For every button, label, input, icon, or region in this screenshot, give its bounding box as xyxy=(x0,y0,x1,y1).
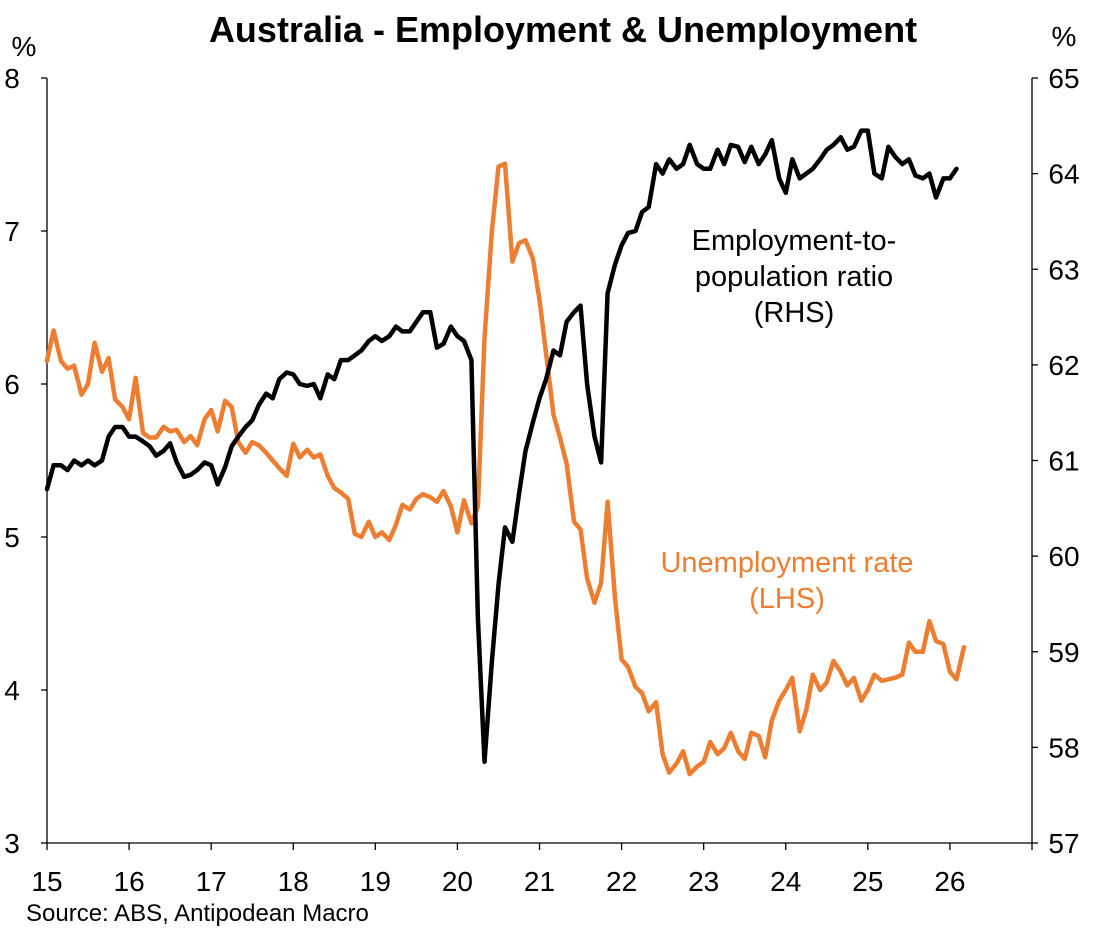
employment-line xyxy=(44,128,959,764)
x-tick-label: 16 xyxy=(114,866,145,897)
x-tick-label: 19 xyxy=(360,866,391,897)
x-tick-label: 23 xyxy=(688,866,719,897)
left-tick-label: 8 xyxy=(4,63,20,94)
right-tick-label: 57 xyxy=(1048,828,1079,859)
x-tick-label: 15 xyxy=(31,866,62,897)
x-tick-label: 26 xyxy=(934,866,965,897)
right-tick-label: 62 xyxy=(1048,350,1079,381)
x-tick-label: 18 xyxy=(278,866,309,897)
axes: 3 4 5 6 7 8 57 58 59 60 61 62 63 64 65 15 16 17 18 19 20 21 22… xyxy=(4,63,1079,897)
unemployment-line xyxy=(44,161,967,777)
x-tick-label: 25 xyxy=(852,866,883,897)
employment-annotation-line: (RHS) xyxy=(754,297,835,329)
right-tick-label: 65 xyxy=(1048,63,1079,94)
series-layer xyxy=(44,128,967,777)
unemployment-annotation-line: (LHS) xyxy=(749,583,825,615)
x-tick-label: 22 xyxy=(606,866,637,897)
right-axis-unit: % xyxy=(1052,21,1077,52)
x-tick-label: 17 xyxy=(196,866,227,897)
employment-annotation-line: Employment-to- xyxy=(692,225,897,257)
right-tick-label: 61 xyxy=(1048,446,1079,477)
x-tick-label: 20 xyxy=(442,866,473,897)
source-note: Source: ABS, Antipodean Macro xyxy=(26,900,369,927)
right-tick-label: 59 xyxy=(1048,637,1079,668)
right-tick-label: 63 xyxy=(1048,254,1079,285)
right-tick-label: 58 xyxy=(1048,732,1079,763)
chart-title: Australia - Employment & Unemployment xyxy=(209,9,917,50)
x-tick-label: 21 xyxy=(524,866,555,897)
left-tick-label: 4 xyxy=(4,675,20,706)
left-axis-unit: % xyxy=(12,31,37,62)
right-tick-label: 60 xyxy=(1048,541,1079,572)
employment-annotation-line: population ratio xyxy=(695,261,893,293)
unemployment-annotation-line: Unemployment rate xyxy=(660,547,913,579)
annotation-layer: Unemployment rate (LHS) Employment-to-popu… xyxy=(660,225,913,615)
x-tick-label: 24 xyxy=(770,866,801,897)
left-tick-label: 7 xyxy=(4,216,20,247)
right-tick-label: 64 xyxy=(1048,159,1079,190)
left-tick-label: 6 xyxy=(4,369,20,400)
left-tick-label: 3 xyxy=(4,828,20,859)
left-tick-label: 5 xyxy=(4,522,20,553)
